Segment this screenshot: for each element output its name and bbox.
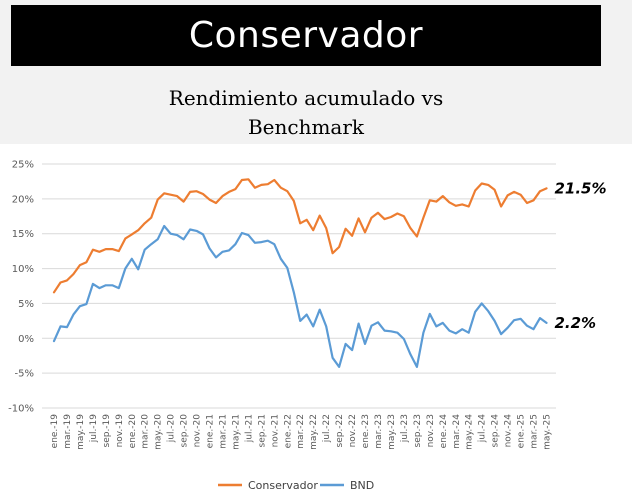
x-tick-label: may.-23: [387, 414, 397, 450]
x-tick-label: nov.-22: [348, 414, 358, 447]
x-tick-label: ene.-21: [206, 414, 216, 448]
legend-label-bnd: BND: [350, 479, 374, 492]
y-tick-label: 5%: [18, 299, 34, 310]
series-line-conservador: [52, 178, 548, 294]
x-tick-label: ene.-19: [50, 414, 60, 449]
x-tick-label: jul.-22: [322, 414, 332, 443]
x-tick-label: mar.-25: [530, 414, 540, 449]
x-tick-label: nov.-21: [270, 414, 280, 447]
x-tick-label: ene.-22: [283, 414, 293, 448]
y-tick-label: 20%: [12, 194, 34, 205]
x-tick-label: mar.-22: [296, 414, 306, 449]
x-tick-label: nov.-19: [115, 414, 125, 448]
y-tick-label: -5%: [15, 369, 34, 380]
x-tick-label: jul.-24: [478, 414, 488, 444]
x-tick-label: ene.-20: [128, 414, 138, 449]
x-tick-label: ene.-24: [439, 414, 449, 449]
page-title: Conservador: [188, 15, 424, 56]
y-tick-label: 10%: [12, 264, 34, 275]
y-tick-label: 0%: [18, 334, 34, 345]
x-tick-label: sep.-23: [413, 414, 423, 448]
x-tick-label: mar.-24: [452, 414, 462, 449]
x-tick-label: may.-20: [154, 414, 164, 450]
x-tick-label: sep.-24: [491, 414, 501, 448]
x-tick-label: may.-21: [231, 414, 241, 450]
x-tick-label: nov.-23: [426, 414, 436, 447]
x-tick-label: mar.-23: [374, 414, 384, 449]
legend-label-conservador: Conservador: [248, 479, 318, 492]
x-tick-label: mar.-19: [63, 414, 73, 449]
chart-subtitle: Rendimiento acumulado vs Benchmark: [0, 84, 612, 142]
end-value-label-bnd: 2.2%: [554, 314, 596, 332]
x-tick-label: jul.-19: [89, 414, 99, 444]
x-tick-label: ene.-23: [361, 414, 371, 448]
x-tick-label: nov.-20: [193, 414, 203, 448]
x-tick-label: may.-25: [542, 414, 552, 450]
series-line-bnd: [52, 224, 548, 368]
subtitle-line-1: Rendimiento acumulado vs: [168, 86, 444, 110]
x-tick-label: may.-19: [76, 414, 86, 450]
title-banner: Conservador: [11, 5, 601, 66]
line-chart: -10%-5%0%5%10%15%20%25%ene.-19 mar.-19 may…: [8, 160, 606, 493]
y-tick-label: 15%: [12, 229, 34, 240]
x-tick-label: sep.-20: [180, 414, 190, 448]
subtitle-line-2: Benchmark: [247, 115, 365, 139]
x-tick-label: jul.-20: [167, 414, 177, 444]
x-tick-label: sep.-19: [102, 414, 112, 448]
x-tick-label: may.-24: [465, 414, 475, 450]
y-tick-label: -10%: [8, 404, 34, 415]
y-tick-label: 25%: [12, 160, 34, 171]
x-tick-label: jul.-21: [244, 414, 254, 443]
end-value-label-conservador: 21.5%: [554, 179, 606, 197]
x-tick-label: sep.-22: [335, 414, 345, 448]
x-tick-label: nov.-24: [504, 414, 514, 448]
x-tick-label: jul.-23: [400, 414, 410, 443]
x-tick-label: may.-22: [309, 414, 319, 450]
x-tick-label: sep.-21: [257, 414, 267, 448]
x-tick-label: ene.-25: [517, 414, 527, 448]
chart-area: -10% -5% 0% 5% 10% 15% 20% 25% ene.-19 mar.-19 may…: [0, 144, 632, 499]
x-tick-label: mar.-20: [141, 414, 151, 449]
x-tick-label: mar.-21: [218, 414, 228, 449]
